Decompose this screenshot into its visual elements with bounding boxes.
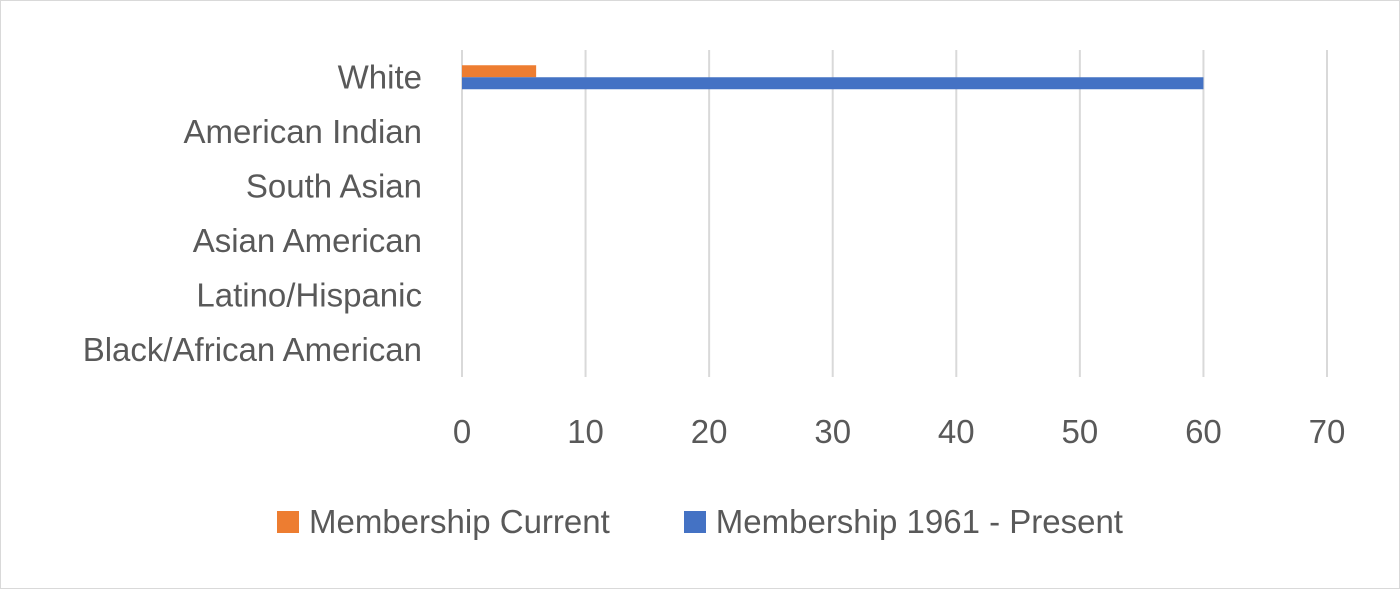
category-label: Asian American bbox=[193, 222, 422, 259]
legend-item-current: Membership Current bbox=[277, 503, 610, 541]
x-tick-label-40: 40 bbox=[938, 413, 975, 450]
x-tick-label-70: 70 bbox=[1309, 413, 1346, 450]
x-tick-label-0: 0 bbox=[453, 413, 471, 450]
legend-swatch-current bbox=[277, 511, 299, 533]
category-label: White bbox=[338, 58, 422, 95]
bar-current bbox=[462, 65, 537, 78]
category-labels: White American Indian South Asian Asian Ame… bbox=[83, 58, 422, 368]
legend: Membership Current Membership 1961 - Pre… bbox=[0, 498, 1400, 546]
bars bbox=[462, 65, 1204, 90]
legend-label-1961-present: Membership 1961 - Present bbox=[715, 503, 1123, 540]
legend-item-1961-present: Membership 1961 - Present bbox=[683, 503, 1123, 541]
gridlines bbox=[461, 50, 1328, 377]
x-tick-label-10: 10 bbox=[567, 413, 604, 450]
legend-label-current: Membership Current bbox=[309, 503, 610, 540]
x-tick-label-50: 50 bbox=[1061, 413, 1098, 450]
legend-swatch-1961-present bbox=[683, 511, 706, 533]
category-label: South Asian bbox=[246, 167, 422, 204]
x-tick-label-30: 30 bbox=[814, 413, 851, 450]
x-tick-labels: 0 10 20 30 40 50 60 70 bbox=[453, 413, 1346, 450]
x-tick-label-60: 60 bbox=[1185, 413, 1222, 450]
bar-1961-present bbox=[462, 77, 1204, 90]
category-label: Latino/Hispanic bbox=[196, 276, 422, 313]
x-tick-label-20: 20 bbox=[691, 413, 728, 450]
category-label: Black/African American bbox=[83, 331, 422, 368]
category-label: American Indian bbox=[184, 113, 422, 150]
